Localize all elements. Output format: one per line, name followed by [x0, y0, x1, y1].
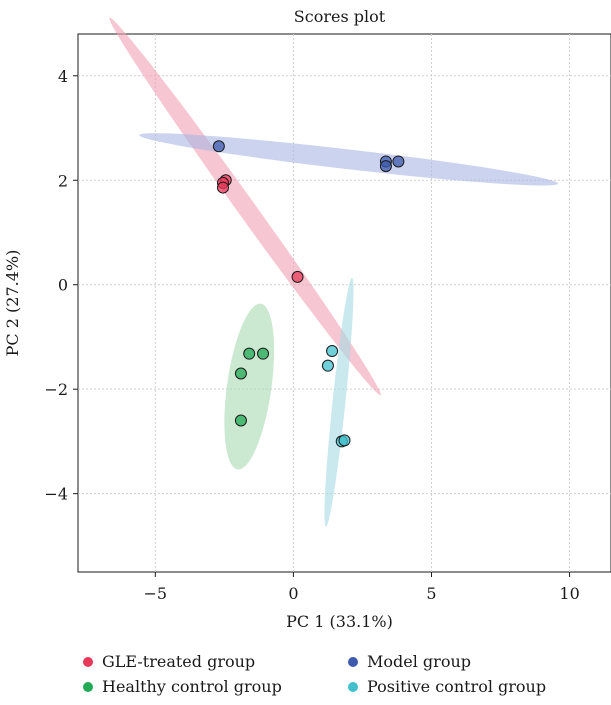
model-groupellipse: [139, 133, 559, 186]
axis-ticks: −5 0 5 10 −4 −2 0 2 4: [44, 67, 579, 603]
y-tick-label: 2: [58, 171, 68, 190]
x-tick-label: 0: [288, 584, 298, 603]
legend-label-positive-control-group: Positive control group: [367, 677, 546, 696]
chart-title: Scores plot: [294, 7, 386, 26]
y-tick-label: −2: [44, 380, 68, 399]
legend-label-gle-treated-group: GLE-treated group: [102, 652, 255, 671]
legend-label-healthy-control-group: Healthy control group: [102, 677, 282, 696]
x-tick-label: 10: [559, 584, 579, 603]
data-points: [212, 140, 405, 448]
gle-treated-group-point: [216, 181, 229, 194]
positive-control-group-point: [321, 359, 334, 372]
legend-marker-healthy-control-group: [83, 682, 93, 692]
healthy-control-groupellipse: [224, 303, 275, 470]
legend-label-model-group: Model group: [367, 652, 471, 671]
positive-control-group-point: [326, 345, 339, 358]
legend: GLE-treated group Model group Healthy cont…: [83, 652, 546, 696]
model-group-point: [379, 160, 392, 173]
y-axis-label: PC 2 (27.4%): [3, 250, 22, 357]
grid-lines: [78, 34, 611, 572]
legend-marker-gle-treated-group: [83, 657, 93, 667]
gle-treated-group-point: [291, 270, 304, 283]
healthy-control-group-point: [234, 367, 247, 380]
model-group-point: [392, 155, 405, 168]
positive-control-groupellipse: [324, 277, 354, 527]
x-axis-label: PC 1 (33.1%): [286, 612, 393, 631]
plot-area: [77, 33, 611, 573]
model-group-point: [212, 140, 225, 153]
healthy-control-group-point: [243, 347, 256, 360]
y-tick-label: 0: [58, 276, 68, 295]
y-tick-label: −4: [44, 485, 68, 504]
legend-marker-model-group: [348, 657, 358, 667]
positive-control-group-point: [338, 434, 351, 447]
x-tick-label: −5: [144, 584, 168, 603]
confidence-ellipses: [109, 17, 559, 527]
gle-treated-groupellipse: [109, 17, 381, 396]
x-tick-label: 5: [426, 584, 436, 603]
legend-marker-positive-control-group: [348, 682, 358, 692]
y-tick-label: 4: [58, 67, 68, 86]
healthy-control-group-point: [234, 414, 247, 427]
healthy-control-group-point: [257, 347, 270, 360]
